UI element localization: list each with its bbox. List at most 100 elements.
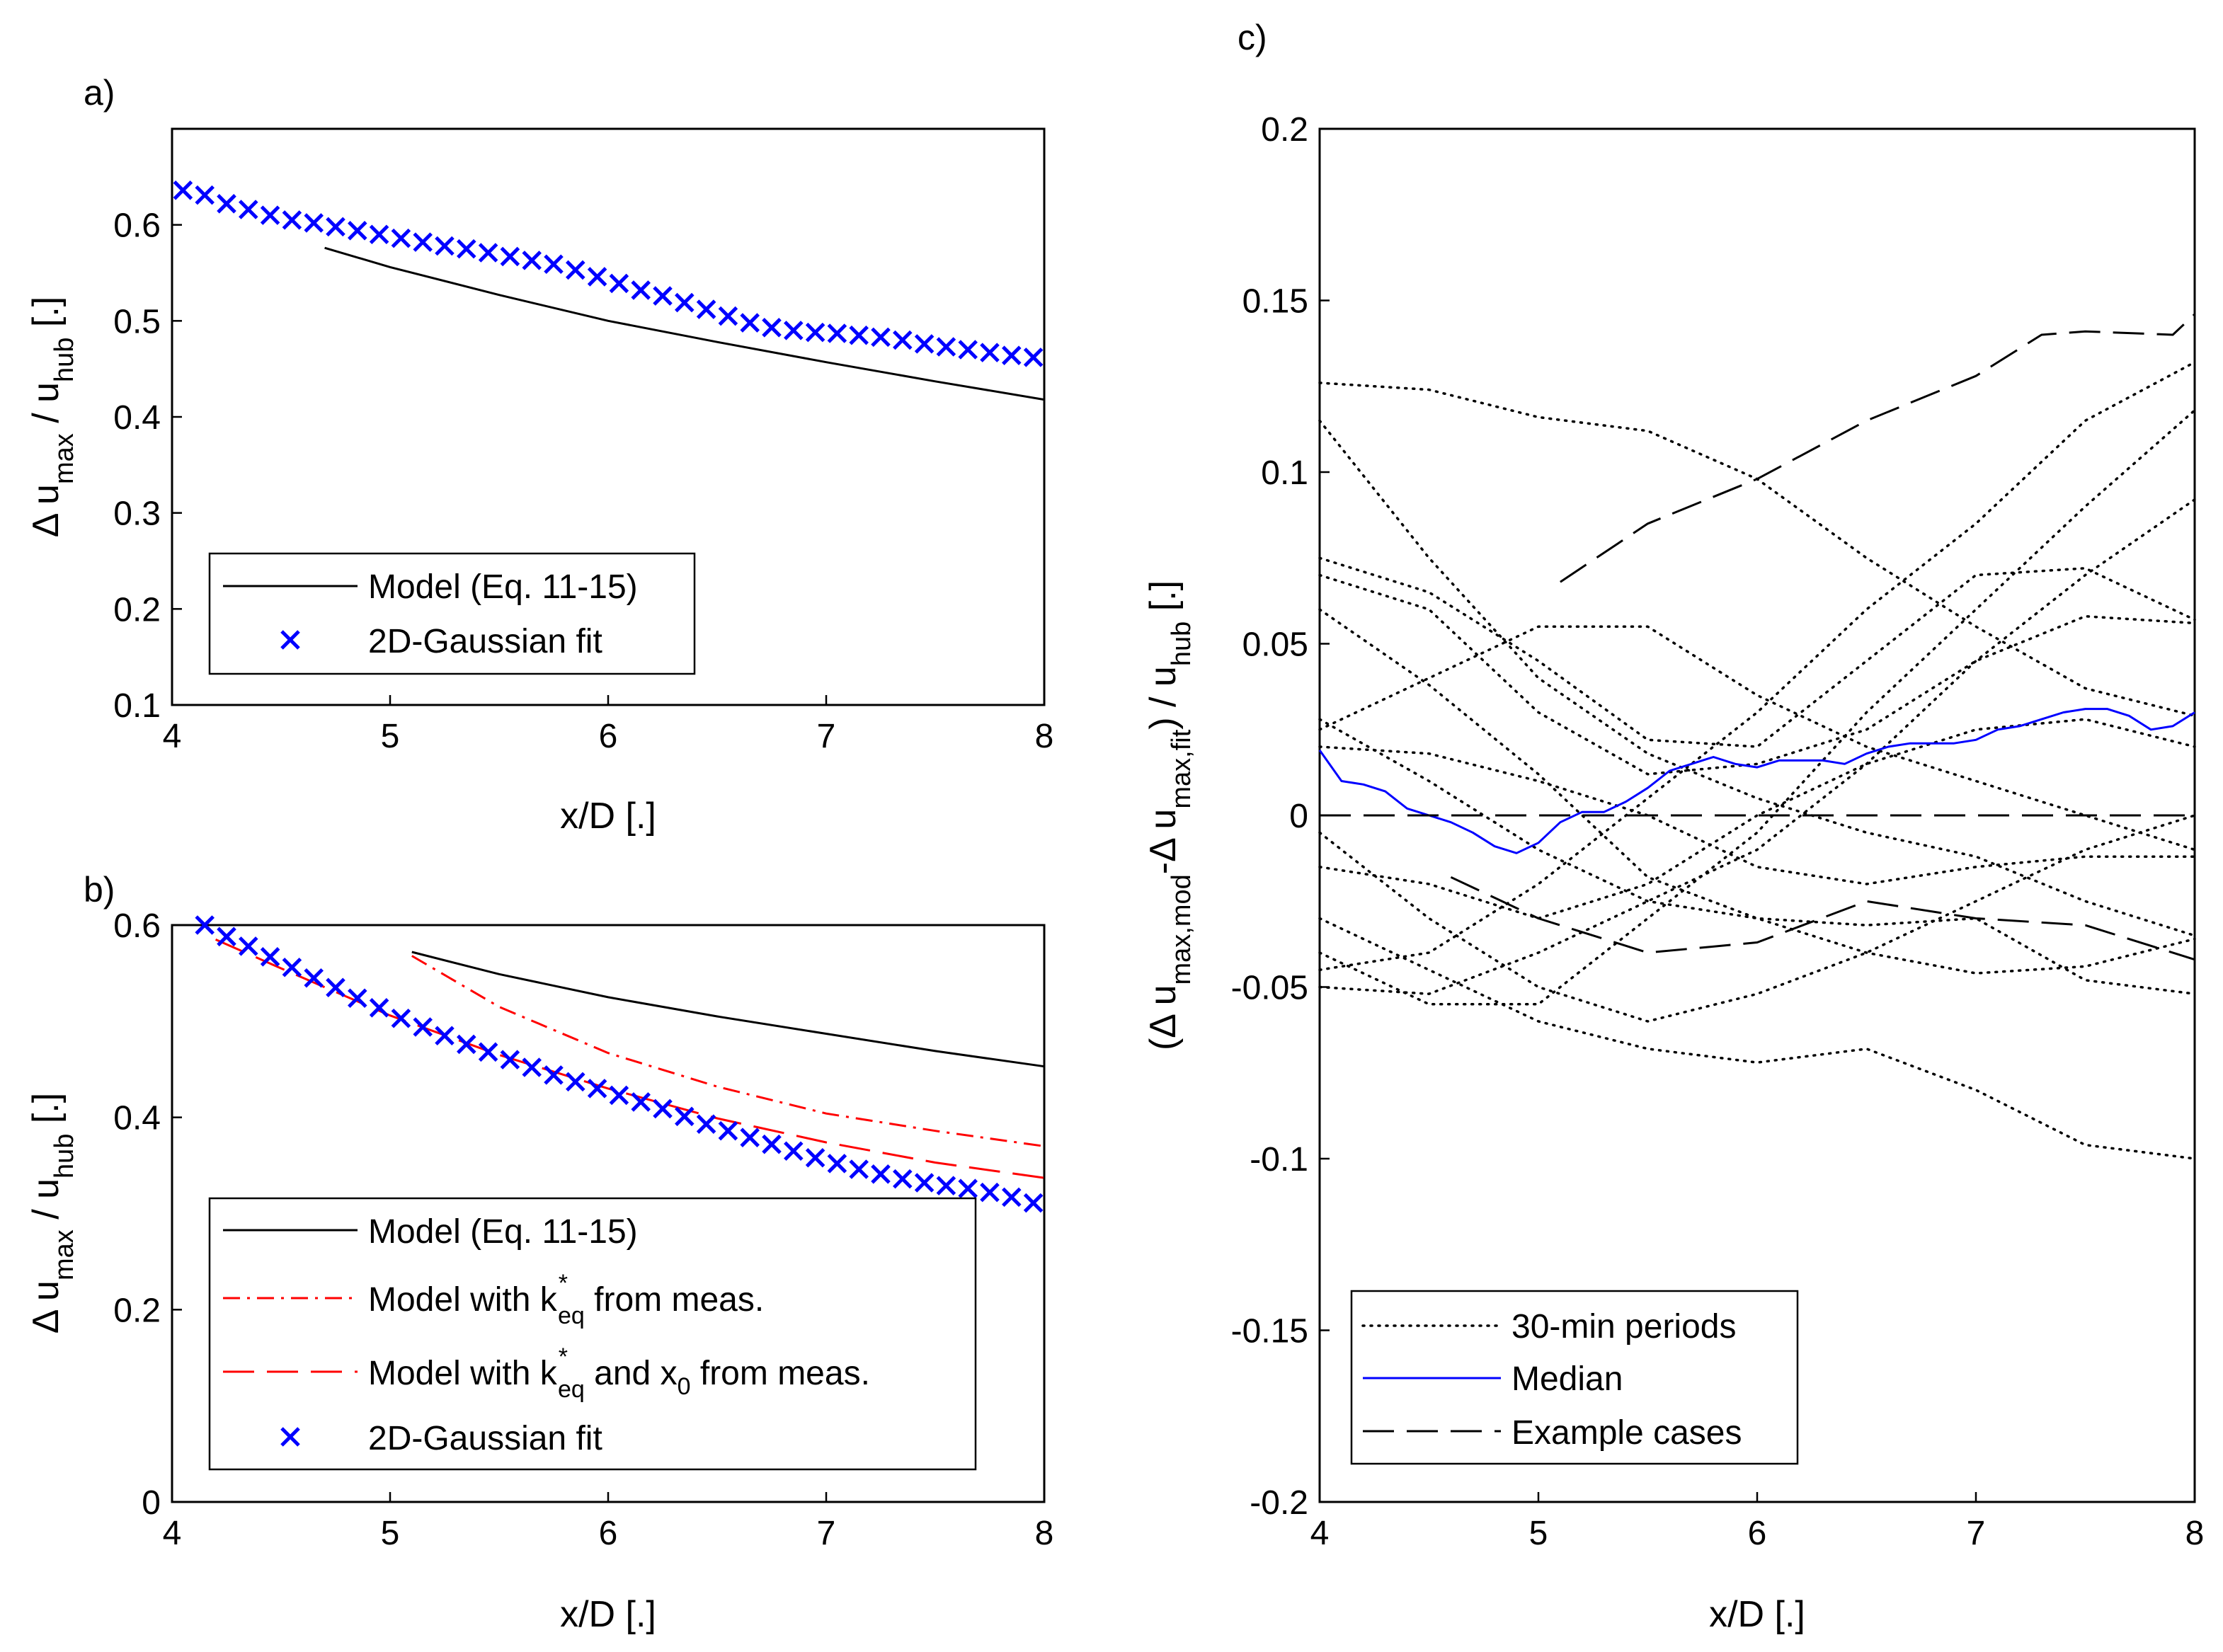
x-tick-label: 5 — [381, 1515, 400, 1552]
panel-c-legend: 30-min periods Median Example cases — [1350, 1290, 1799, 1465]
panel-b-legend-gaussian-swatch — [280, 1427, 300, 1447]
y-tick-label: -0.2 — [1250, 1484, 1308, 1522]
panel-b-ticks: 4 5 6 7 8 0 0.2 0.4 0.6 — [113, 907, 1053, 1552]
data-point-marker — [587, 1079, 607, 1099]
x-tick-label: 6 — [599, 1515, 618, 1552]
x-tick-label: 4 — [163, 718, 182, 755]
x-tick-label: 4 — [1310, 1515, 1330, 1552]
data-point-marker — [784, 321, 804, 340]
data-point-marker — [631, 1092, 651, 1112]
data-point-marker — [391, 228, 411, 248]
panel-a-xlabel: x/D [.] — [560, 796, 656, 837]
panel-c-chart: c) 4 5 6 7 8 -0.2 -0.15 -0.1 -0.05 0 0.05 0.1 0.15 0.… — [1143, 18, 2204, 1635]
data-point-marker — [1023, 1193, 1044, 1213]
series-line-30-min-periods — [1318, 718, 2196, 920]
panel-b-legend-gaussian-label: 2D-Gaussian fit — [368, 1420, 602, 1457]
x-tick-label: 8 — [1035, 718, 1054, 755]
data-point-marker — [195, 915, 215, 935]
y-tick-label: 0.2 — [1261, 111, 1308, 149]
data-point-marker — [195, 185, 215, 205]
panel-b-xlabel: x/D [.] — [560, 1594, 656, 1635]
y-tick-label: 0.3 — [113, 495, 161, 533]
data-point-marker — [849, 1159, 869, 1179]
data-point-marker — [173, 180, 193, 200]
x-tick-label: 7 — [1967, 1515, 1986, 1552]
x-tick-label: 6 — [599, 718, 618, 755]
data-point-marker — [1023, 348, 1044, 367]
y-tick-label: -0.15 — [1231, 1313, 1308, 1350]
x-tick-label: 5 — [1529, 1515, 1548, 1552]
data-point-marker — [260, 947, 280, 967]
panel-b-ylabel: Δ umax / uhub [.] — [25, 1093, 79, 1334]
series-line-30-min-periods — [1318, 419, 2196, 937]
data-point-marker — [413, 1017, 433, 1037]
data-point-marker — [478, 1042, 498, 1062]
panel-a-label: a) — [84, 73, 115, 113]
data-point-marker — [435, 236, 455, 256]
data-point-marker — [653, 286, 673, 306]
panel-c-legend-examples-label: Example cases — [1511, 1414, 1742, 1452]
data-point-marker — [239, 936, 258, 956]
series-line-30-min-periods — [1318, 556, 2196, 748]
y-tick-label: 0.4 — [113, 1100, 161, 1137]
data-point-marker — [587, 267, 607, 287]
y-tick-label: 0.2 — [113, 1292, 161, 1329]
data-point-marker — [435, 1026, 455, 1045]
y-tick-label: 0.6 — [113, 207, 161, 245]
panel-b-legend-model-label: Model (Eq. 11-15) — [368, 1213, 638, 1251]
x-tick-label: 4 — [163, 1515, 182, 1552]
data-point-marker — [282, 957, 302, 977]
data-point-marker — [239, 200, 258, 219]
data-point-marker — [566, 1072, 585, 1092]
data-point-marker — [522, 1057, 542, 1077]
series-line-30-min-periods — [1318, 718, 2196, 975]
data-point-marker — [980, 1182, 1000, 1203]
panel-c-legend-periods-label: 30-min periods — [1511, 1308, 1736, 1346]
data-point-marker — [282, 210, 302, 230]
panel-b-legend-box — [208, 1197, 977, 1471]
data-point-marker — [893, 1169, 913, 1189]
panel-a-legend-box — [208, 552, 696, 675]
x-tick-label: 6 — [1748, 1515, 1767, 1552]
data-point-marker — [260, 205, 280, 225]
y-tick-label: 0.1 — [1261, 454, 1308, 492]
panel-c-label: c) — [1238, 18, 1267, 57]
data-point-marker — [805, 322, 825, 343]
y-tick-label: 0 — [142, 1484, 161, 1522]
series-line-30-min-periods — [1318, 917, 2196, 1160]
y-tick-label: 0.5 — [113, 303, 161, 340]
panel-a-legend-gaussian-swatch — [280, 630, 300, 650]
panel-a-chart: a) 4 5 6 7 8 0.1 0.2 0.3 0.4 0.5 0.6 x/D [.] Δ uma… — [25, 73, 1053, 837]
y-tick-label: -0.1 — [1250, 1141, 1308, 1178]
y-tick-label: 0.1 — [113, 687, 161, 725]
data-point-marker — [980, 343, 1000, 362]
panel-c-series — [1318, 313, 2196, 1160]
data-point-marker — [805, 1147, 825, 1168]
data-point-marker — [762, 318, 782, 338]
data-point-marker — [762, 1134, 782, 1154]
panel-c-xlabel: x/D [.] — [1709, 1594, 1805, 1635]
data-point-marker — [326, 217, 345, 237]
data-point-marker — [457, 239, 476, 259]
data-point-marker — [696, 299, 716, 319]
series-line-30-min-periods — [1318, 361, 2196, 972]
panel-b-chart: b) 4 5 6 7 8 0 0.2 0.4 0.6 x/D [.] Δ umax / uhub… — [25, 870, 1053, 1635]
x-tick-label: 5 — [381, 718, 400, 755]
data-point-marker — [544, 254, 564, 275]
panel-c-ticks: 4 5 6 7 8 -0.2 -0.15 -0.1 -0.05 0 0.05 0.1 0.15 0.2 — [1231, 111, 2205, 1552]
panel-a-ylabel: Δ umax / uhub [.] — [25, 297, 79, 538]
data-point-marker — [500, 1050, 520, 1069]
data-point-marker — [914, 1173, 935, 1193]
panel-a-series — [173, 180, 1045, 401]
data-point-marker — [457, 1034, 476, 1055]
y-tick-label: 0.05 — [1242, 626, 1308, 664]
data-point-marker — [696, 1114, 716, 1134]
x-tick-label: 8 — [2185, 1515, 2205, 1552]
data-point-marker — [958, 340, 978, 360]
data-point-marker — [740, 1128, 760, 1147]
data-point-marker — [609, 273, 629, 294]
x-tick-label: 7 — [817, 1515, 836, 1552]
y-tick-label: 0 — [1289, 798, 1308, 835]
series-line-30-min-periods — [1318, 814, 2196, 1023]
